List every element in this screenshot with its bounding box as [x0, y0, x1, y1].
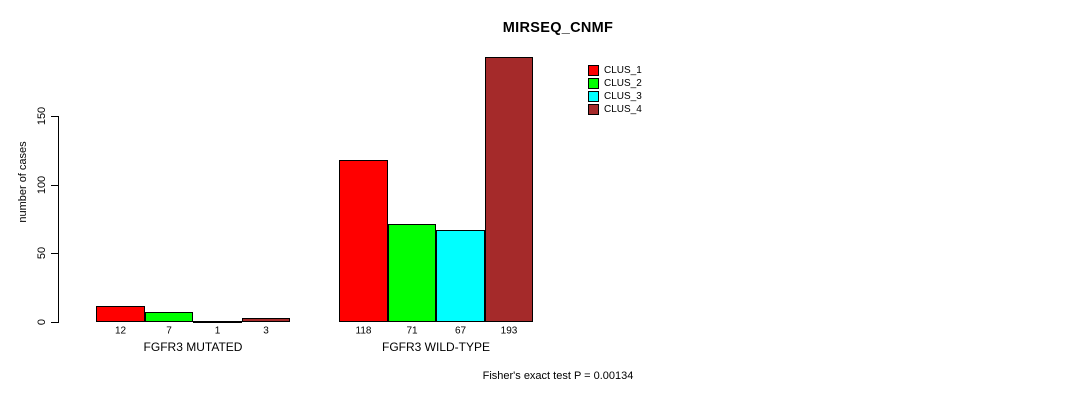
bar-clus-1-fgfr3-mutated — [96, 306, 145, 322]
y-axis-line — [58, 116, 59, 323]
fisher-test-annotation: Fisher's exact test P = 0.00134 — [482, 370, 634, 382]
bar-value-label: 1 — [214, 325, 221, 337]
bar-clus-1-fgfr3-wild-type — [339, 160, 388, 322]
y-axis-tick-label: 0 — [36, 318, 48, 326]
y-axis-tick — [51, 185, 58, 186]
bar-clus-3-fgfr3-wild-type — [436, 230, 485, 322]
bar-clus-3-fgfr3-mutated — [193, 321, 242, 323]
bar-value-label: 12 — [114, 325, 127, 337]
chart-title: MIRSEQ_CNMF — [502, 20, 614, 36]
legend-label: CLUS_2 — [604, 78, 642, 89]
legend-item-clus-4: CLUS_4 — [588, 103, 642, 116]
y-axis-tick-label: 100 — [36, 175, 48, 195]
legend-item-clus-3: CLUS_3 — [588, 90, 642, 103]
bar-value-label: 3 — [263, 325, 269, 337]
y-axis-label: number of cases — [17, 141, 29, 223]
legend-label: CLUS_3 — [604, 91, 642, 102]
bar-clus-4-fgfr3-mutated — [242, 318, 290, 322]
legend-swatch-clus-4 — [588, 104, 599, 115]
bar-clus-4-fgfr3-wild-type — [485, 57, 533, 322]
y-axis-tick — [51, 253, 58, 254]
legend: CLUS_1 CLUS_2 CLUS_3 CLUS_4 — [588, 64, 642, 116]
y-axis-tick-label: 150 — [36, 106, 48, 126]
legend-label: CLUS_1 — [604, 65, 642, 76]
y-axis-tick-label: 50 — [36, 246, 48, 260]
bar-value-label: 67 — [454, 325, 467, 337]
x-category-label-fgfr3-mutated: FGFR3 MUTATED — [143, 340, 243, 354]
bar-value-label: 71 — [406, 325, 418, 337]
bar-value-label: 7 — [166, 325, 172, 337]
legend-item-clus-2: CLUS_2 — [588, 77, 642, 90]
x-category-label-fgfr3-wild-type: FGFR3 WILD-TYPE — [381, 340, 491, 354]
bar-clus-2-fgfr3-wild-type — [388, 224, 436, 322]
legend-label: CLUS_4 — [604, 104, 642, 115]
bar-value-label: 118 — [355, 325, 372, 337]
legend-swatch-clus-3 — [588, 91, 599, 102]
legend-swatch-clus-1 — [588, 65, 599, 76]
bar-value-label: 193 — [500, 325, 518, 337]
legend-item-clus-1: CLUS_1 — [588, 64, 642, 77]
legend-swatch-clus-2 — [588, 78, 599, 89]
y-axis-tick — [51, 322, 58, 323]
bar-clus-2-fgfr3-mutated — [145, 312, 193, 322]
y-axis-tick — [51, 116, 58, 117]
